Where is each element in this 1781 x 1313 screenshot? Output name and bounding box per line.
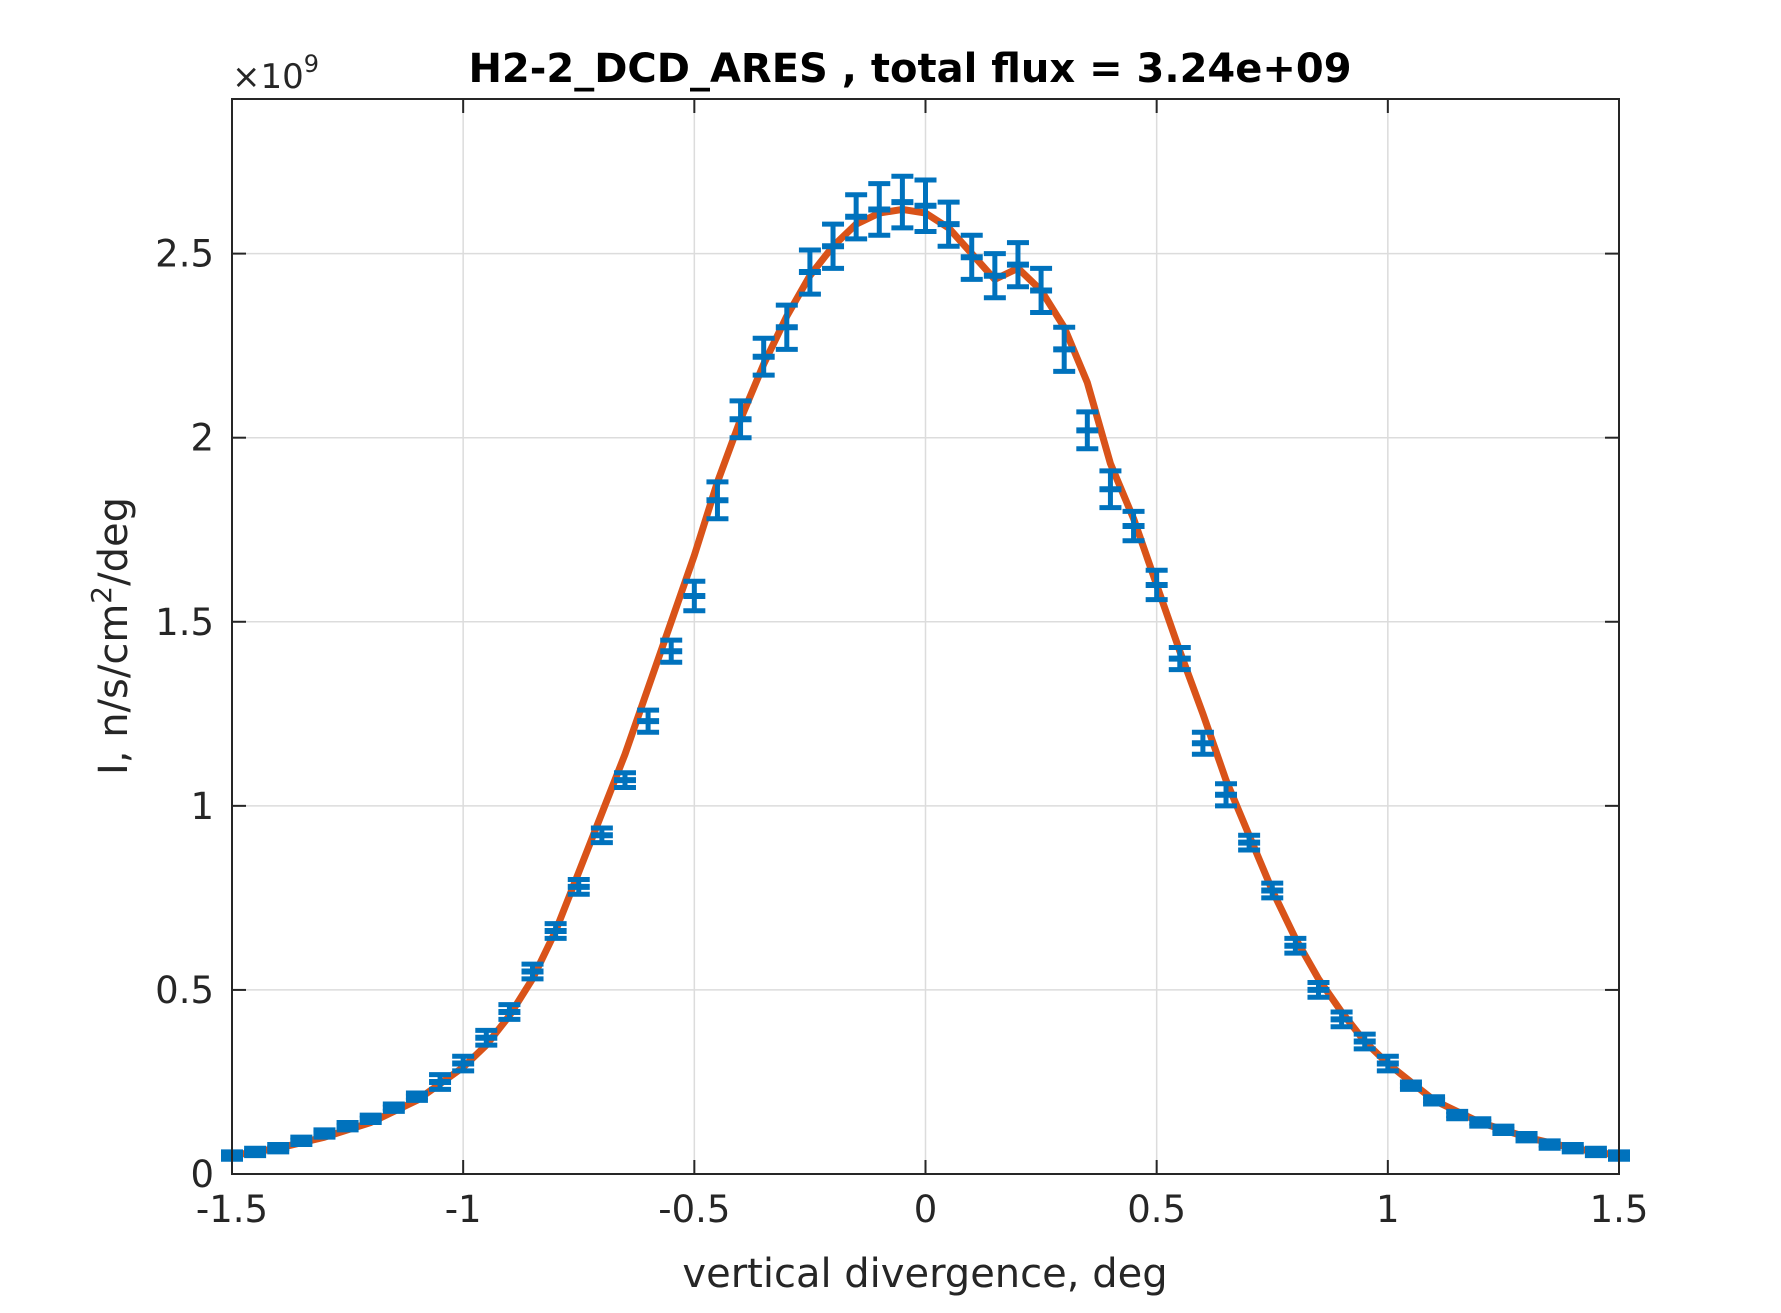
data-point [521, 961, 544, 982]
data-point [891, 173, 914, 231]
data-point [683, 578, 706, 614]
data-point [1399, 1079, 1422, 1092]
data-point [798, 247, 821, 297]
data-point [822, 221, 845, 271]
data-point [544, 921, 567, 941]
x-axis-label: vertical divergence, deg [682, 1251, 1167, 1297]
data-point [1446, 1108, 1469, 1122]
chart-title: H2-2_DCD_ARES , total flux = 3.24e+09 [468, 46, 1351, 92]
data-point [567, 876, 590, 897]
data-point [1376, 1053, 1399, 1074]
data-point [613, 770, 636, 790]
data-point [868, 181, 891, 238]
data-point [1238, 832, 1261, 853]
data-point [1168, 645, 1191, 673]
data-point [382, 1101, 405, 1114]
data-point [1030, 265, 1053, 316]
y-exponent-label: ×109 [232, 50, 319, 97]
y-axis-label: I, n/s/cm2/deg [85, 497, 137, 775]
data-point [1284, 935, 1307, 956]
data-point [267, 1142, 290, 1155]
data-point [1099, 468, 1122, 511]
data-point [498, 1002, 521, 1022]
data-point [983, 251, 1006, 301]
data-point [660, 637, 683, 665]
data-point [775, 302, 798, 352]
data-point [937, 199, 960, 249]
data-point [1122, 508, 1145, 544]
x-tick-label: 0.5 [1127, 1188, 1186, 1231]
x-tick-label: -1.5 [196, 1188, 268, 1231]
data-point [1076, 409, 1099, 452]
y-exponent-prefix: ×10 [232, 57, 304, 97]
data-point [1561, 1142, 1584, 1155]
tick-layer [231, 99, 1620, 1175]
data-point [1469, 1116, 1492, 1129]
data-point [475, 1027, 498, 1048]
plot-area [221, 98, 1630, 1175]
data-point [244, 1145, 267, 1159]
data-point [1423, 1094, 1446, 1107]
data-point [1538, 1138, 1561, 1151]
data-point [336, 1119, 359, 1133]
data-point [359, 1112, 382, 1125]
data-point [1215, 781, 1238, 809]
data-point [1261, 880, 1284, 901]
y-tick-label: 0 [190, 1153, 214, 1196]
data-point [1584, 1145, 1607, 1159]
data-point [405, 1090, 428, 1103]
data-point [1330, 1009, 1353, 1030]
errorbar-layer [221, 173, 1630, 1162]
data-point [1515, 1131, 1538, 1144]
data-point [1053, 324, 1076, 374]
data-point [1145, 567, 1168, 603]
data-point [706, 479, 729, 522]
y-tick-label: 0.5 [155, 969, 214, 1012]
data-point [429, 1072, 452, 1092]
y-tick-label: 1.5 [155, 601, 214, 644]
data-point [313, 1127, 336, 1140]
data-point [290, 1134, 313, 1148]
y-tick-label: 2.5 [155, 233, 214, 276]
x-tick-label: 0 [914, 1188, 938, 1231]
data-point [452, 1053, 475, 1074]
y-axis-label-tail: /deg [91, 497, 137, 586]
data-point [752, 335, 775, 378]
y-tick-labels: 0 0.5 1 1.5 2 2.5 [155, 233, 214, 1196]
data-point [1307, 980, 1330, 1000]
x-tick-label: 1 [1376, 1188, 1400, 1231]
data-point [914, 177, 937, 235]
y-axis-label-base: I, n/s/cm [91, 604, 137, 775]
x-tick-label: 1.5 [1590, 1188, 1649, 1231]
data-point [590, 825, 613, 846]
x-tick-label: -0.5 [658, 1188, 730, 1231]
data-point [1006, 240, 1029, 290]
x-tick-label: -1 [445, 1188, 482, 1231]
data-point [1191, 729, 1214, 757]
data-point [637, 707, 660, 735]
data-point [960, 232, 983, 282]
data-point [729, 398, 752, 441]
data-point [845, 192, 868, 242]
y-exponent-power: 9 [304, 50, 319, 78]
data-point [1353, 1031, 1376, 1052]
data-point [1492, 1123, 1515, 1137]
y-tick-label: 1 [190, 785, 214, 828]
x-tick-labels: -1.5 -1 -0.5 0 0.5 1 1.5 [196, 1188, 1649, 1231]
y-axis-label-sup: 2 [85, 586, 118, 604]
y-tick-label: 2 [190, 417, 214, 460]
